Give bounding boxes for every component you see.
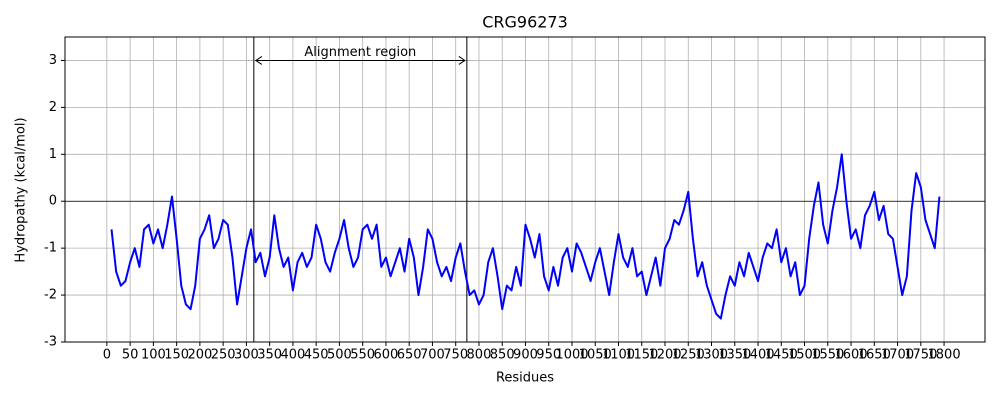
x-tick-label: 1600 [834, 348, 867, 363]
x-tick-label: 1100 [602, 348, 635, 363]
x-tick-label: 1050 [579, 348, 612, 363]
y-tick-label: 3 [49, 53, 57, 68]
x-tick-label: 300 [234, 348, 259, 363]
x-tick-label: 1000 [555, 348, 588, 363]
hydropathy-line [110, 153, 941, 320]
x-tick-label: 1650 [858, 348, 891, 363]
x-tick-label: 700 [420, 348, 445, 363]
x-tick-label: 1250 [672, 348, 705, 363]
x-tick-label: 1450 [765, 348, 798, 363]
x-tick-label: 650 [397, 348, 422, 363]
x-tick-label: 950 [536, 348, 561, 363]
x-tick-label: 850 [490, 348, 515, 363]
y-tick-label: 0 [49, 194, 57, 209]
x-tick-label: 150 [164, 348, 189, 363]
x-tick-label: 600 [374, 348, 399, 363]
y-tick-label: -2 [44, 288, 57, 303]
x-tick-label: 0 [103, 348, 111, 363]
x-tick-label: 350 [257, 348, 282, 363]
x-tick-label: 1500 [788, 348, 821, 363]
y-tick-label: -1 [44, 241, 57, 256]
x-tick-label: 1350 [718, 348, 751, 363]
x-tick-label: 450 [304, 348, 329, 363]
x-tick-label: 1150 [625, 348, 658, 363]
y-tick-label: 1 [49, 147, 57, 162]
x-tick-label: 800 [467, 348, 492, 363]
x-tick-label: 1750 [904, 348, 937, 363]
y-tick-label: 2 [49, 100, 57, 115]
annotation: Alignment region [304, 45, 416, 60]
x-tick-label: 400 [280, 348, 305, 363]
y-tick-label: -3 [44, 335, 57, 350]
x-tick-label: 900 [513, 348, 538, 363]
x-axis-label: Residues [496, 371, 554, 386]
y-axis-label: Hydropathy (kcal/mol) [14, 117, 29, 262]
x-tick-label: 1300 [695, 348, 728, 363]
plot-frame [64, 36, 986, 343]
chart-title: CRG96273 [482, 13, 568, 32]
arrow-head [254, 56, 466, 65]
x-tick-label: 1200 [648, 348, 681, 363]
x-tick-label: 100 [141, 348, 166, 363]
x-tick-label: 1800 [928, 348, 961, 363]
x-tick-label: 200 [187, 348, 212, 363]
x-tick-label: 50 [122, 348, 139, 363]
x-tick-label: 1400 [741, 348, 774, 363]
x-tick-label: 250 [211, 348, 236, 363]
x-tick-label: 750 [443, 348, 468, 363]
x-tick-label: 1700 [881, 348, 914, 363]
x-tick-label: 550 [350, 348, 375, 363]
x-tick-label: 500 [327, 348, 352, 363]
x-tick-label: 1550 [811, 348, 844, 363]
